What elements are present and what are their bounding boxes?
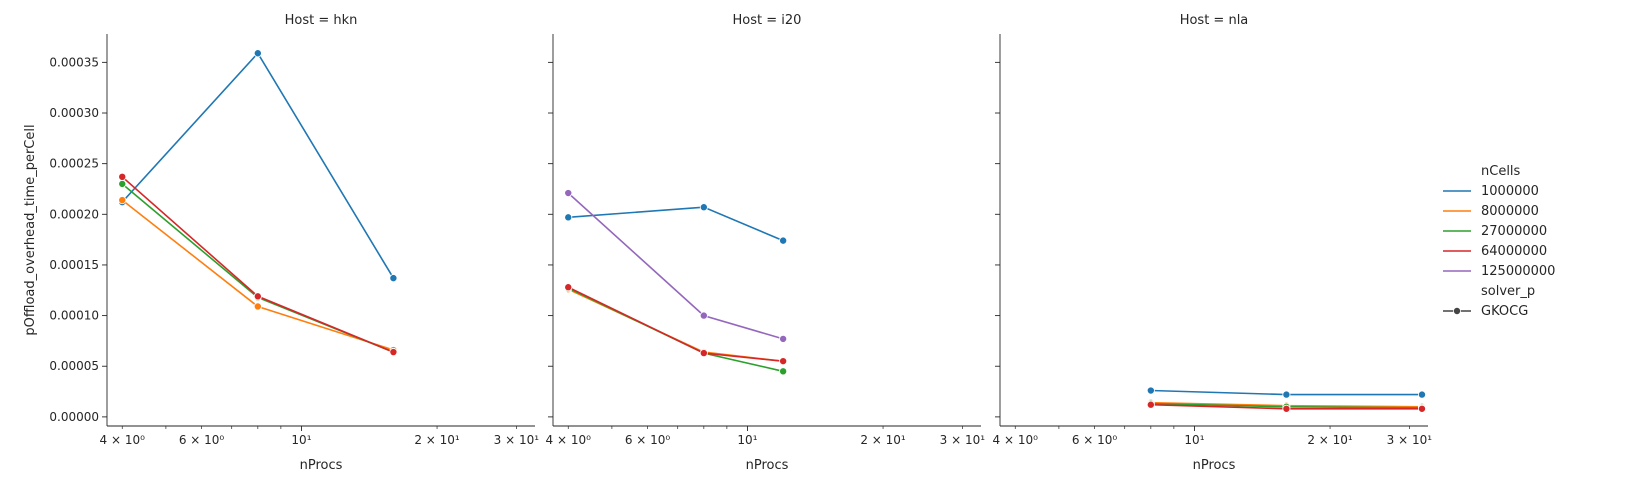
y-tick-label: 0.00010: [49, 309, 99, 323]
x-tick-label: 10¹: [291, 433, 311, 447]
y-tick-label: 0.00000: [49, 410, 99, 424]
x-tick-label: 10¹: [737, 433, 757, 447]
data-point-8000000: [253, 302, 262, 311]
legend-style-title: solver_p: [1481, 284, 1535, 299]
x-tick-label: 4 × 10⁰: [546, 433, 592, 447]
x-tick-label: 6 × 10⁰: [625, 433, 671, 447]
x-tick-label: 10¹: [1184, 433, 1204, 447]
data-point-27000000: [779, 367, 788, 376]
legend-label-125000000: 125000000: [1481, 264, 1555, 279]
series-line-64000000: [121, 176, 394, 353]
x-tick-label: 3 × 10¹: [494, 433, 540, 447]
data-point-64000000: [118, 172, 127, 181]
x-tick-label: 6 × 10⁰: [1072, 433, 1118, 447]
y-tick-label: 0.00020: [49, 207, 99, 221]
data-point-64000000: [564, 283, 573, 292]
y-tick-label: 0.00005: [49, 359, 99, 373]
data-point-64000000: [389, 348, 398, 357]
x-tick-label: 4 × 10⁰: [100, 433, 146, 447]
y-tick-label: 0.00030: [49, 106, 99, 120]
legend-label-27000000: 27000000: [1481, 224, 1547, 239]
data-point-64000000: [1146, 400, 1155, 409]
x-axis-title: nProcs: [1193, 458, 1236, 473]
series-line-8000000: [121, 199, 394, 351]
x-tick-label: 3 × 10¹: [1387, 433, 1433, 447]
data-point-64000000: [699, 349, 708, 358]
x-tick-label: 4 × 10⁰: [993, 433, 1039, 447]
legend-label-8000000: 8000000: [1481, 204, 1539, 219]
panel-title: Host = hkn: [285, 13, 358, 28]
data-point-1000000: [1417, 390, 1426, 399]
facet-panel-2: Host = nla 4 × 10⁰ 6 × 10⁰ 10¹ 2 × 10¹ 3 × 10…: [993, 13, 1433, 473]
data-point-64000000: [779, 357, 788, 366]
data-point-1000000: [1146, 386, 1155, 395]
x-tick-label: 2 × 10¹: [1307, 433, 1353, 447]
data-point-64000000: [1417, 404, 1426, 413]
data-point-125000000: [779, 334, 788, 343]
data-point-125000000: [564, 189, 573, 198]
x-axis-title: nProcs: [300, 458, 343, 473]
y-tick-label: 0.00035: [49, 55, 99, 69]
data-point-27000000: [118, 179, 127, 188]
legend-style-label: GKOCG: [1481, 304, 1528, 319]
data-point-1000000: [699, 203, 708, 212]
data-point-64000000: [1282, 404, 1291, 413]
panel-title: Host = i20: [733, 13, 802, 28]
series-line-8000000: [567, 288, 784, 362]
data-point-125000000: [699, 311, 708, 320]
series-line-1000000: [121, 51, 395, 279]
legend-label-64000000: 64000000: [1481, 244, 1547, 259]
panel-title: Host = nla: [1180, 13, 1249, 28]
data-point-1000000: [564, 213, 573, 222]
series-line-1000000: [568, 206, 784, 242]
x-tick-label: 2 × 10¹: [414, 433, 460, 447]
data-point-8000000: [118, 196, 127, 205]
x-tick-label: 6 × 10⁰: [179, 433, 225, 447]
series-line-64000000: [567, 286, 784, 362]
data-point-1000000: [253, 49, 262, 58]
legend-style-marker: [1453, 306, 1462, 315]
y-axis-title: pOffload_overhead_time_perCell: [23, 124, 38, 335]
x-axis-title: nProcs: [746, 458, 789, 473]
facet-panel-1: Host = i20 4 × 10⁰ 6 × 10⁰ 10¹ 2 × 10¹ 3 × 10…: [546, 13, 986, 473]
x-tick-label: 2 × 10¹: [860, 433, 906, 447]
legend-label-1000000: 1000000: [1481, 184, 1539, 199]
data-point-1000000: [1282, 390, 1291, 399]
legend-hue-title: nCells: [1481, 164, 1521, 179]
facet-panel-0: Host = hkn 0.00000 0.00005 0.00010 0.00015 0.…: [49, 13, 539, 473]
data-point-64000000: [253, 292, 262, 301]
data-point-1000000: [779, 236, 788, 245]
x-tick-label: 3 × 10¹: [940, 433, 986, 447]
y-tick-label: 0.00025: [49, 157, 99, 171]
y-tick-label: 0.00015: [49, 258, 99, 272]
legend: nCells 1000000 8000000 27000000 64000000 1250…: [1443, 164, 1555, 319]
data-point-1000000: [389, 274, 398, 283]
